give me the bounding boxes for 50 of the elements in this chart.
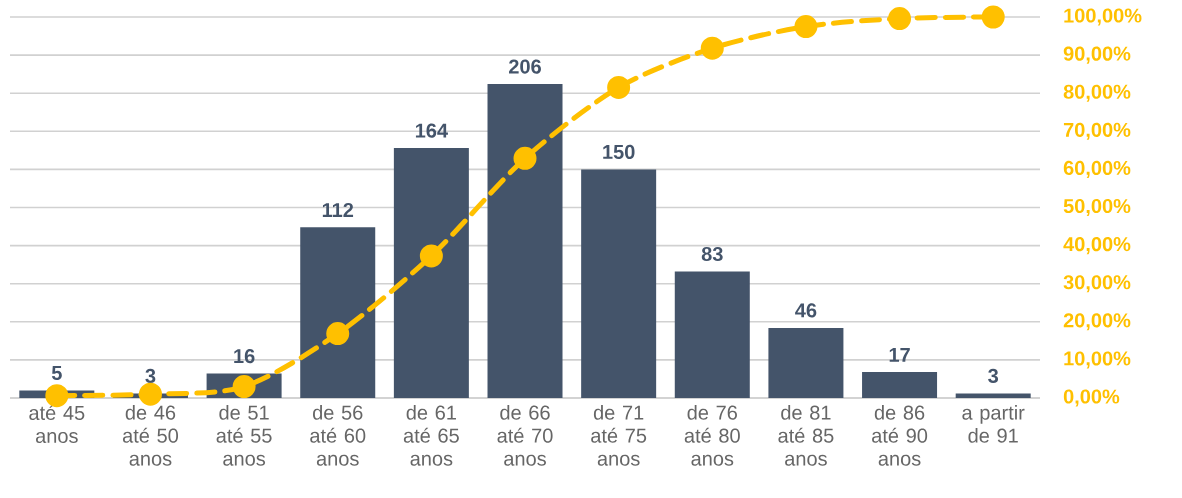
bar xyxy=(674,271,750,398)
bar xyxy=(300,227,376,398)
x-tick-label: de 76 até 80 anos xyxy=(684,405,740,466)
x-tick-label: de 71 até 75 anos xyxy=(591,405,647,466)
data-label: 206 xyxy=(509,59,541,74)
bar xyxy=(581,169,657,398)
point xyxy=(513,146,537,170)
bar xyxy=(862,372,938,398)
point xyxy=(607,75,631,99)
y2-tick-label: 80,00% xyxy=(1063,84,1131,102)
bar xyxy=(393,148,469,398)
bar xyxy=(487,84,563,398)
point xyxy=(326,322,350,346)
y2-tick-label: 90,00% xyxy=(1063,46,1131,64)
bar xyxy=(768,327,844,398)
x-tick-label: de 86 até 90 anos xyxy=(872,405,928,466)
data-label: 83 xyxy=(701,246,723,262)
y2-tick-label: 100,00% xyxy=(1064,8,1142,26)
x-tick-label: de 56 até 60 anos xyxy=(310,405,366,466)
point xyxy=(981,5,1005,29)
data-label: 150 xyxy=(603,144,635,159)
y2-tick-label: 20,00% xyxy=(1063,313,1131,331)
point xyxy=(138,382,162,406)
data-label: 3 xyxy=(988,368,999,384)
data-label: 17 xyxy=(889,347,910,362)
data-label: 46 xyxy=(795,303,817,318)
x-tick-label: até 45 anos xyxy=(29,405,85,443)
point xyxy=(794,15,818,39)
bar xyxy=(955,393,1031,398)
x-tick-label: de 66 até 70 anos xyxy=(497,405,553,466)
y2-tick-label: 40,00% xyxy=(1063,237,1131,255)
x-tick-label: de 61 até 65 anos xyxy=(403,405,459,466)
point xyxy=(419,244,443,268)
y2-tick-label: 30,00% xyxy=(1063,275,1131,293)
data-label: 3 xyxy=(145,368,156,384)
y2-tick-label: 60,00% xyxy=(1063,160,1131,178)
point xyxy=(888,7,912,31)
y2-tick-label: 50,00% xyxy=(1063,198,1131,217)
point xyxy=(700,36,724,60)
x-tick-label: a partir de 91 xyxy=(962,405,1025,443)
x-tick-label: de 81 até 85 anos xyxy=(778,405,834,466)
data-label: 16 xyxy=(234,349,255,364)
x-tick-label: de 51 até 55 anos xyxy=(216,405,272,466)
y2-tick-label: 70,00% xyxy=(1063,122,1131,140)
data-label: 112 xyxy=(322,202,354,217)
y2-tick-label: 0,00% xyxy=(1063,389,1120,407)
x-tick-label: de 46 até 50 anos xyxy=(122,405,179,466)
data-label: 164 xyxy=(415,123,448,138)
y2-tick-label: 10,00% xyxy=(1064,351,1131,369)
data-label: 5 xyxy=(51,366,62,380)
